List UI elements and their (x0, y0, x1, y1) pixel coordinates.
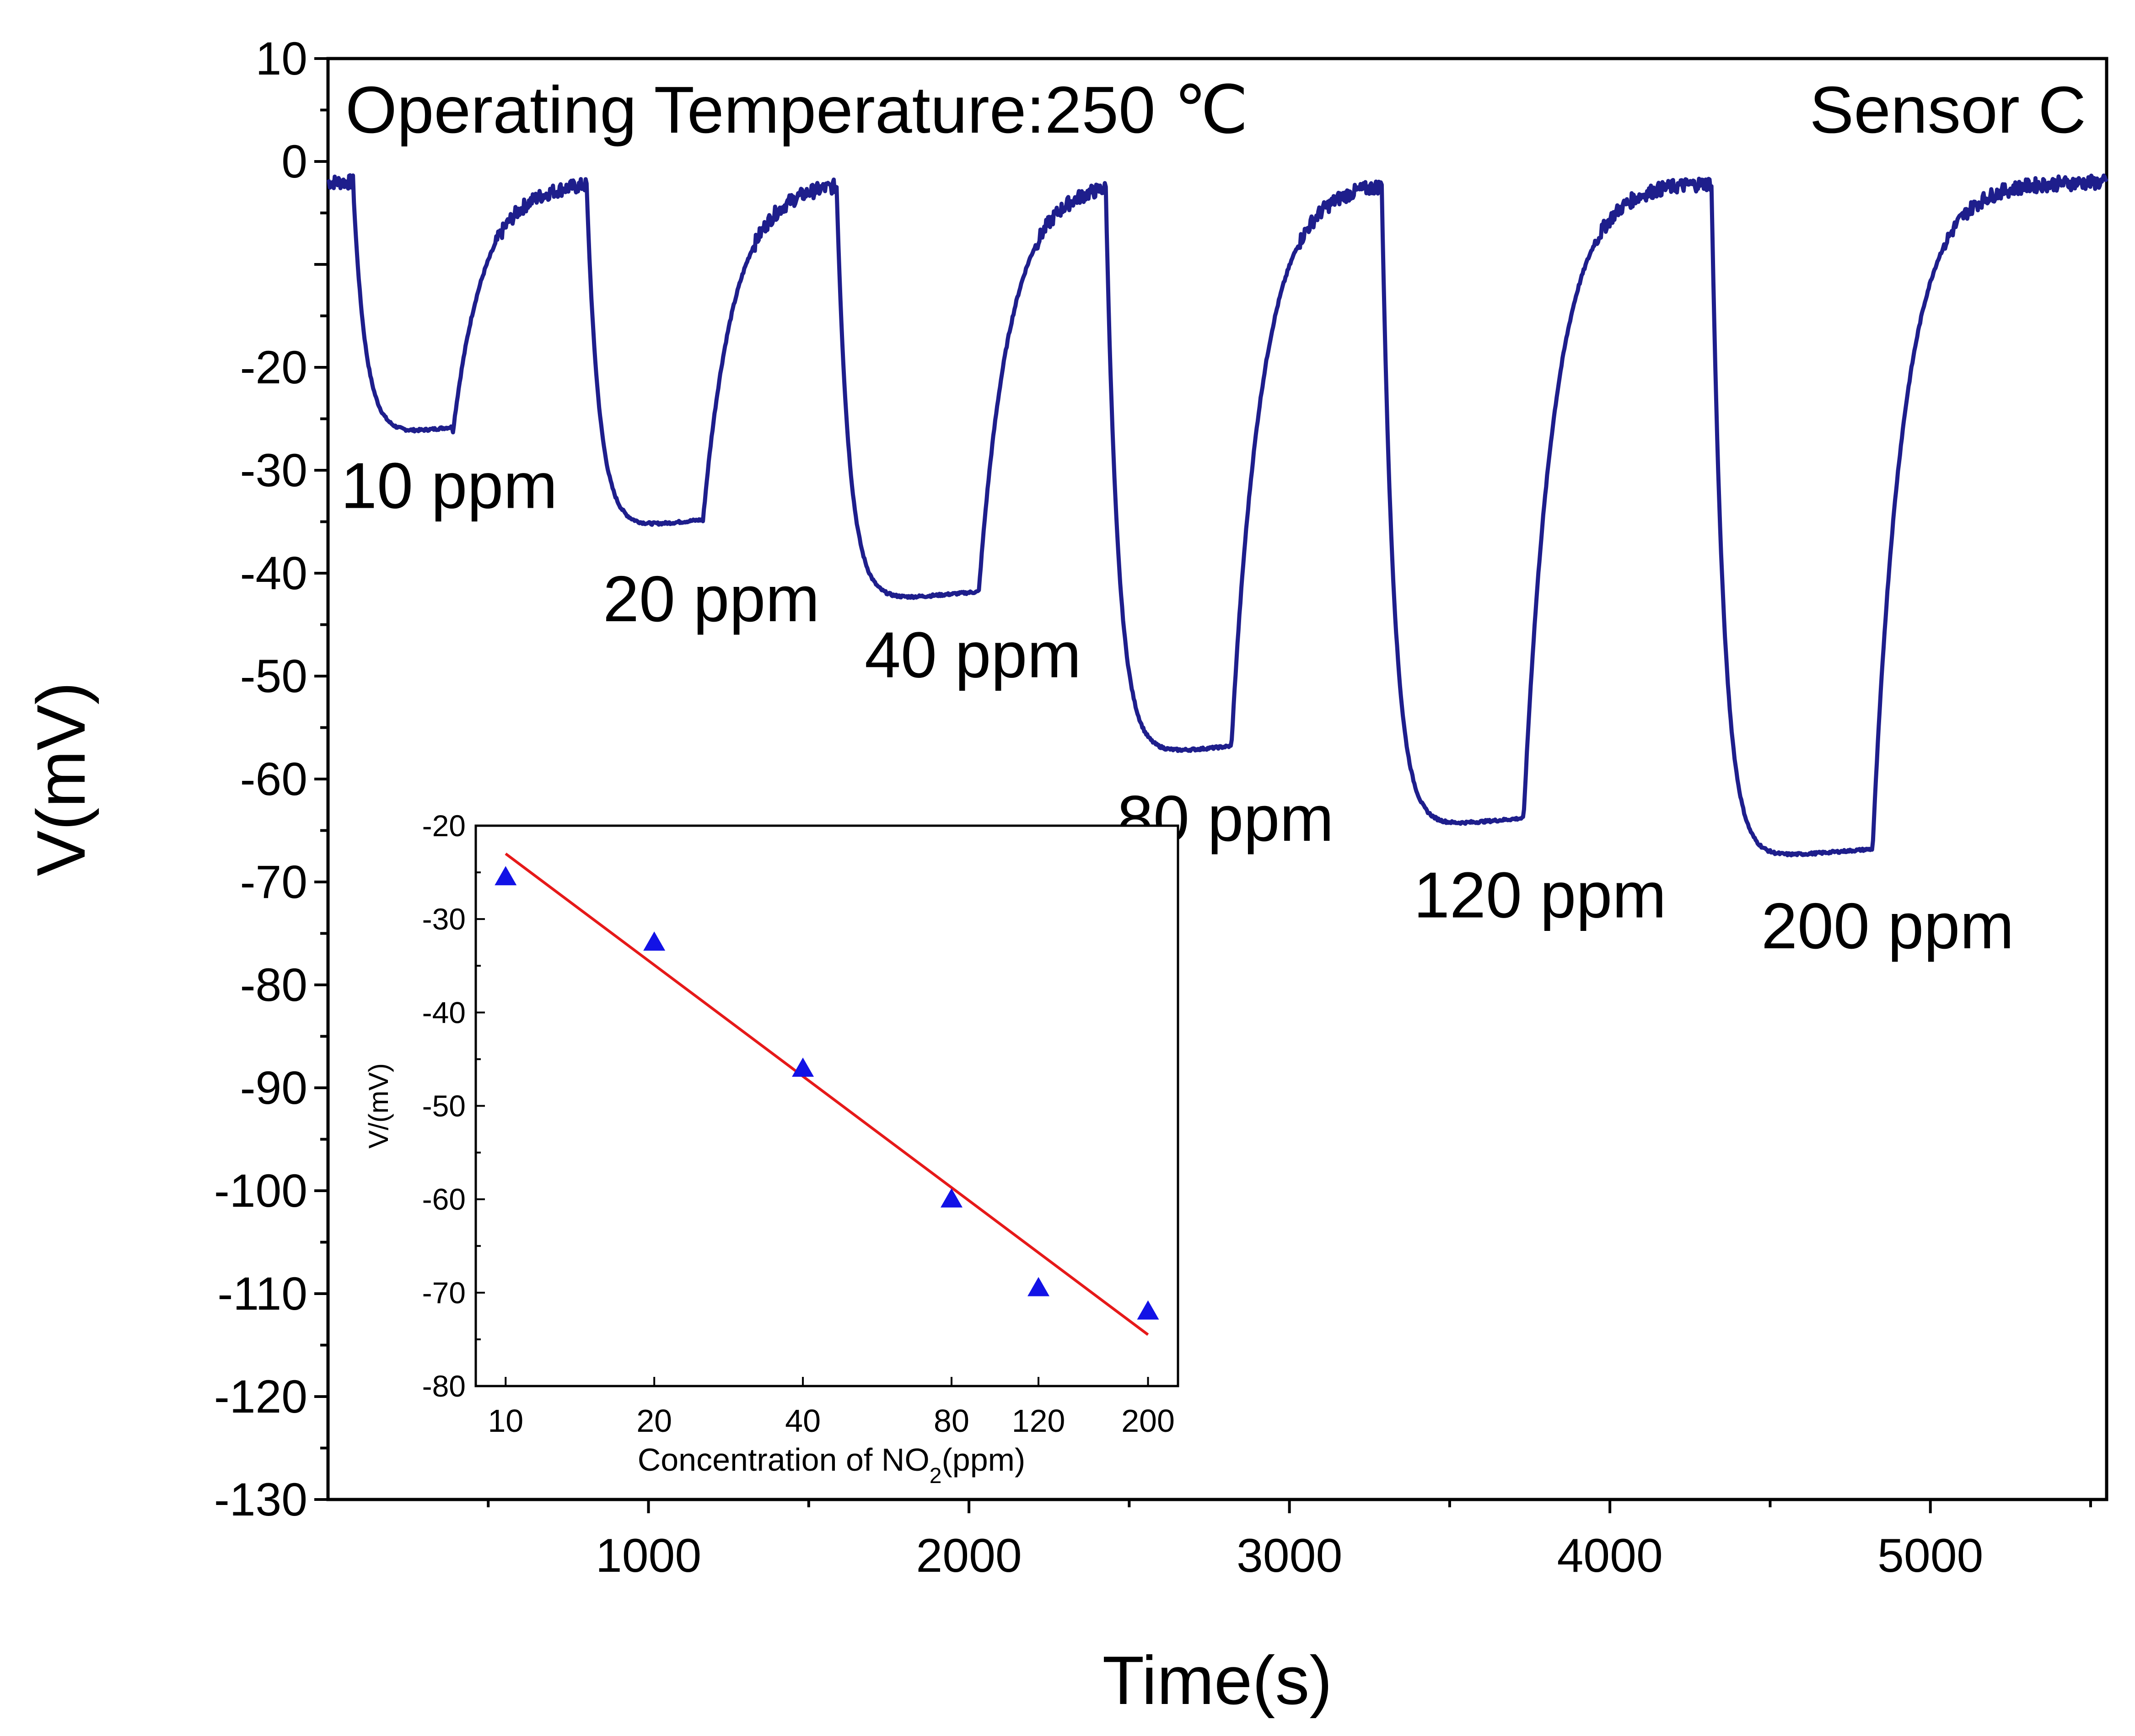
y-tick-label: -80 (240, 959, 307, 1011)
y-tick-label: -40 (240, 547, 307, 599)
inset-x-tick-label: 10 (488, 1403, 523, 1439)
concentration-label: 120 ppm (1414, 859, 1667, 932)
inset-x-tick-label: 40 (785, 1403, 821, 1439)
concentration-label: 20 ppm (603, 563, 820, 635)
y-tick-label: -100 (214, 1165, 307, 1217)
inset-data-point (940, 1188, 963, 1208)
y-tick-label: -20 (240, 341, 307, 393)
concentration-label: 40 ppm (865, 619, 1081, 692)
main-chart: 10 0 -20 -30 -40 -50 -60 -70 -80 -90 -100 -110 -120 -… (22, 32, 2108, 1719)
x-tick-label: 4000 (1557, 1529, 1662, 1582)
y-tick-label: -50 (240, 650, 307, 702)
y-tick-label: -30 (240, 444, 307, 496)
inset-y-tick-label: -30 (422, 902, 466, 936)
inset-x-axis-title: Concentration of NO2(ppm) (638, 1442, 1026, 1488)
y-tick-label: -70 (240, 856, 307, 908)
y-tick-label: 10 (256, 32, 307, 85)
y-axis-title: V(mV) (22, 682, 99, 876)
inset-y-tick-label: -50 (422, 1089, 466, 1123)
y-tick-label: -120 (214, 1371, 307, 1423)
inset-y-tick-label: -80 (422, 1369, 466, 1403)
inset-data-point (643, 931, 666, 951)
operating-temperature-annotation: Operating Temperature:250 ℃ (345, 73, 1248, 147)
inset-chart: -20 -30 -40 -50 -60 -70 -80 10 20 40 80 120 200 Conce… (363, 809, 1179, 1488)
inset-data-point (1027, 1277, 1050, 1296)
x-tick-label: 5000 (1877, 1529, 1983, 1582)
inset-x-tick-label: 200 (1121, 1403, 1175, 1439)
inset-data-point (495, 866, 517, 886)
sensor-label: Sensor C (1810, 73, 2086, 147)
linear-fit-line (505, 852, 1149, 1336)
sensor-response-line (326, 173, 2108, 858)
y-tick-label: -130 (214, 1473, 307, 1526)
inset-y-tick-label: -40 (422, 995, 466, 1029)
y-tick-label: 0 (281, 135, 307, 188)
inset-y-tick-label: -20 (422, 809, 466, 843)
inset-x-title-unit: (ppm) (942, 1442, 1026, 1478)
x-axis-title: Time(s) (1102, 1642, 1333, 1719)
inset-x-tick-label: 80 (934, 1403, 969, 1439)
inset-x-title-subscript: 2 (930, 1464, 942, 1488)
inset-x-title-main: Concentration of NO (638, 1442, 930, 1478)
inset-x-tick-label: 120 (1012, 1403, 1065, 1439)
inset-x-tick-label: 20 (636, 1403, 672, 1439)
inset-data-point (1137, 1300, 1159, 1320)
concentration-label: 10 ppm (341, 450, 558, 522)
x-tick-label: 1000 (596, 1529, 701, 1582)
y-tick-label: -110 (217, 1268, 307, 1320)
inset-y-tick-label: -70 (422, 1276, 466, 1310)
x-tick-label: 3000 (1237, 1529, 1342, 1582)
concentration-label: 200 ppm (1761, 890, 2014, 962)
y-tick-label: -60 (240, 753, 307, 805)
x-tick-label: 2000 (916, 1529, 1022, 1582)
y-tick-label: -90 (240, 1062, 307, 1114)
inset-y-tick-label: -60 (422, 1182, 466, 1216)
inset-y-axis-title: V/(mV) (363, 1063, 394, 1149)
inset-data-point (792, 1057, 814, 1077)
